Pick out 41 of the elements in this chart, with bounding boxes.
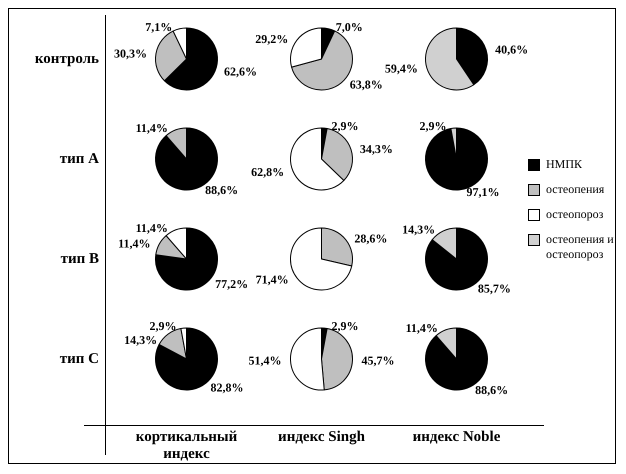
data-label: 7,0% [336,20,363,34]
data-label: 28,6% [354,231,388,246]
data-label: 88,6% [205,182,238,197]
data-label: 2,9% [332,119,358,134]
text: контроль [34,50,99,66]
legend-label: остеопения [546,182,606,196]
data-label: 34,3% [360,142,393,156]
text: тип С [58,350,100,368]
data-label: 40,6% [495,42,528,56]
legend-label: остеопения и остеопороз [546,232,615,262]
data-label: 62,8% [251,164,284,179]
text: тип А [58,150,100,168]
text: индекс Noble [412,428,502,447]
data-label: 97,1% [466,184,500,199]
data-label: 14,3% [124,333,158,348]
data-label: 82,8% [210,380,244,394]
data-label: 51,4% [248,353,282,368]
data-label: 2,9% [420,119,446,134]
data-label: 14,3% [402,222,436,236]
data-label: 71,4% [256,272,289,287]
legend-label: НМПК [546,156,584,172]
data-label: 59,4% [384,62,418,76]
data-label: 77,2% [215,276,248,291]
legend-label: остеопороз [546,206,604,222]
data-label: 30,3% [114,46,147,60]
data-label: 11,4% [136,221,168,236]
data-label: 85,7% [478,282,511,296]
data-label: 7,1% [145,20,172,34]
data-label: 11,4% [118,236,150,250]
data-label: 2,9% [150,319,176,334]
data-label: 62,6% [224,64,257,79]
text: индекс Singh [277,428,366,447]
data-label: 88,6% [475,382,508,397]
data-label: 63,8% [350,77,383,92]
text: тип В [60,250,100,268]
data-label: 2,9% [332,319,358,334]
data-label: 45,7% [361,354,394,368]
data-label: 11,4% [136,121,168,136]
data-label: 11,4% [406,321,438,336]
data-label: 29,2% [255,32,288,46]
text: кортикальный индекс [134,428,238,463]
